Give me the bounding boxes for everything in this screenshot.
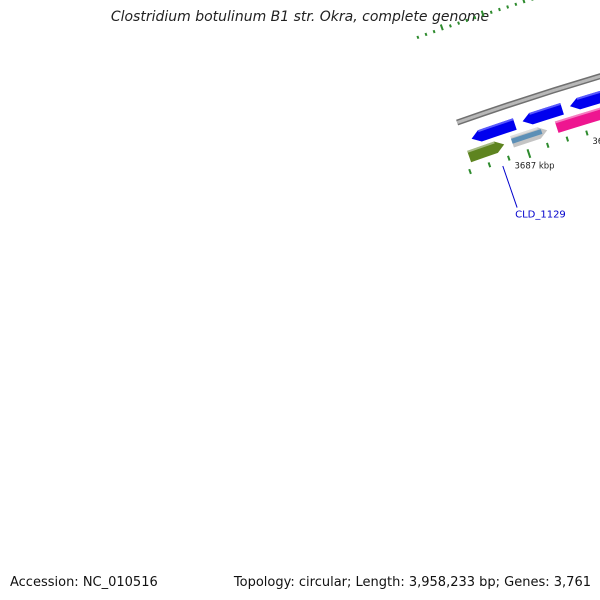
- outer-tick: [506, 5, 510, 9]
- forward-cds-3: [570, 90, 600, 110]
- outer-tick: [498, 7, 501, 12]
- reverse-feature-inner-strip: [511, 129, 543, 144]
- reverse-feature-1: [467, 141, 505, 163]
- forward-cds-2: [522, 103, 564, 125]
- gene-leader-line: [502, 165, 518, 208]
- tick-marks: [416, 0, 589, 175]
- outer-tick: [489, 10, 493, 14]
- forward-strand-features: [471, 90, 600, 142]
- outer-tick: [531, 0, 534, 1]
- reverse-feature-3: [554, 107, 600, 133]
- gene-label: CLD_1129: [515, 210, 566, 221]
- backbone: [456, 73, 600, 126]
- backbone-ring-highlight: [456, 74, 600, 125]
- accession-label: Accession: NC_010516: [10, 575, 158, 590]
- forward-cds-highlight-3: [576, 90, 600, 100]
- outer-tick: [465, 18, 469, 23]
- reverse-feature-highlight-3: [554, 107, 600, 124]
- forward-cds-1: [471, 118, 517, 142]
- position-label: 3687 kbp: [515, 162, 555, 172]
- outer-tick: [480, 10, 485, 17]
- inner-tick: [487, 162, 492, 168]
- reverse-feature-highlight-2: [510, 127, 538, 138]
- inner-tick: [468, 168, 472, 175]
- inner-tick: [546, 142, 550, 148]
- position-label: 3688 kbp: [592, 137, 600, 147]
- reverse-feature-highlight-1: [467, 141, 495, 153]
- position-labels: 3687 kbp3688 kbp3689 kbp3690 kbp3691 kbp…: [515, 137, 600, 172]
- inner-tick: [526, 148, 532, 159]
- outer-tick: [424, 32, 428, 37]
- inner-tick: [507, 155, 511, 161]
- inner-tick: [565, 136, 570, 142]
- outer-tick: [439, 24, 444, 31]
- outer-tick: [432, 29, 436, 34]
- forward-cds-highlight-2: [529, 103, 561, 115]
- forward-cds-highlight-1: [477, 118, 514, 133]
- outer-tick: [457, 21, 461, 25]
- genome-summary: Topology: circular; Length: 3,958,233 bp…: [233, 575, 591, 590]
- outer-tick: [416, 35, 420, 40]
- map-title: Clostridium botulinum B1 str. Okra, comp…: [110, 9, 490, 25]
- outer-tick: [473, 15, 477, 20]
- outer-tick: [522, 0, 526, 4]
- outer-tick: [514, 2, 518, 7]
- reverse-strand-features: [467, 107, 600, 163]
- gene-labels: CLD_1129uvrCCLD_1127CLD_1126CLD_1125CLD_…: [502, 165, 566, 221]
- outer-tick: [448, 24, 452, 28]
- inner-tick: [585, 130, 589, 136]
